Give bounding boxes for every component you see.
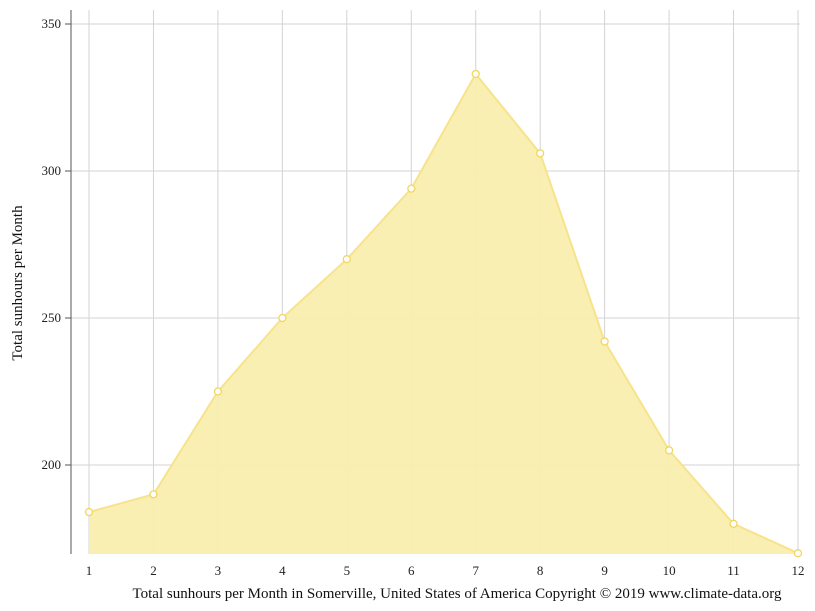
data-point-month-4 (278, 313, 287, 323)
y-tick-label: 200 (42, 457, 62, 472)
chart-caption: Total sunhours per Month in Somerville, … (133, 586, 782, 602)
area-fill (89, 73, 798, 554)
y-tick-labels: 200 250 300 350 (42, 16, 62, 472)
x-tick-label: 3 (215, 563, 222, 578)
data-point-month-12 (793, 549, 803, 558)
data-markers (84, 69, 803, 558)
x-tick-label: 5 (344, 563, 351, 578)
data-point-month-7 (471, 69, 480, 79)
data-point-month-10 (664, 446, 674, 455)
x-tick-label: 2 (150, 563, 157, 578)
x-tick-label: 6 (408, 563, 415, 578)
x-tick-label: 1 (86, 563, 93, 578)
x-tick-label: 9 (601, 563, 608, 578)
data-point-month-11 (729, 519, 738, 528)
data-point-month-2 (149, 490, 158, 499)
series-line (88, 72, 799, 555)
x-tick-label: 7 (472, 563, 479, 578)
x-tick-labels: 1 2 3 4 5 6 7 8 9 10 11 12 (86, 563, 805, 578)
y-tick-label: 250 (42, 310, 62, 325)
x-tick-label: 10 (663, 563, 676, 578)
data-point-month-9 (600, 337, 609, 346)
x-tick-label: 11 (727, 563, 740, 578)
y-axis-title: Total sunhours per Month (10, 205, 26, 361)
plot-area (88, 72, 799, 555)
x-tick-label: 4 (279, 563, 286, 578)
x-tick-label: 8 (537, 563, 544, 578)
data-point-month-6 (407, 184, 416, 193)
data-point-month-1 (84, 507, 94, 517)
data-point-month-3 (213, 387, 223, 396)
y-tick-label: 300 (42, 163, 62, 178)
data-point-month-5 (342, 255, 351, 264)
axes (65, 10, 72, 554)
x-tick-label: 12 (792, 563, 805, 578)
data-point-month-8 (536, 149, 545, 158)
y-tick-label: 350 (42, 16, 62, 31)
